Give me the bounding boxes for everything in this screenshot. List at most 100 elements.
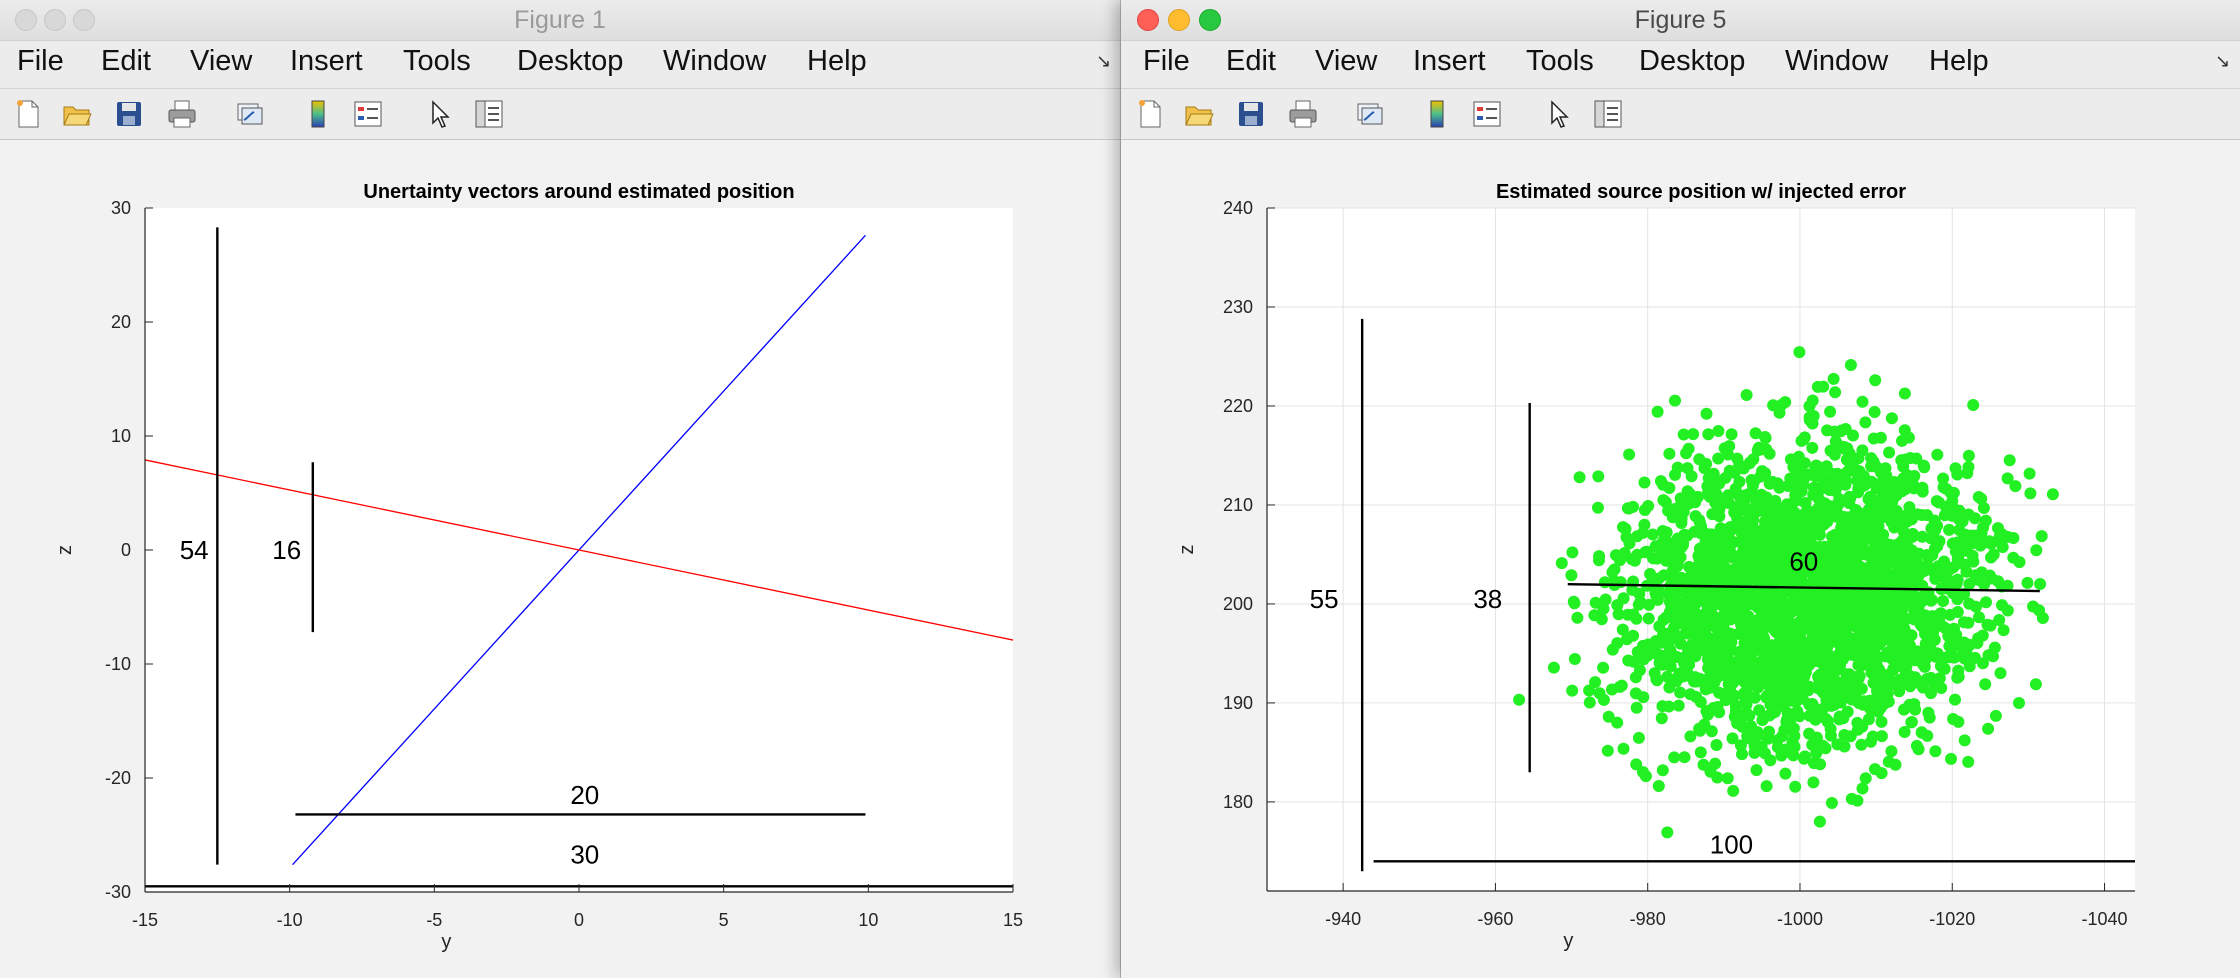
dimension-label-16: 16 — [272, 535, 301, 565]
scatter-point — [1731, 568, 1744, 581]
property-inspector-icon[interactable] — [1592, 98, 1624, 130]
link-plot-icon[interactable] — [1353, 98, 1385, 130]
scatter-point — [1822, 664, 1835, 677]
scatter-point — [1670, 675, 1683, 688]
scatter-point — [1896, 434, 1908, 447]
scatter-point — [1854, 517, 1867, 530]
menu-desktop[interactable]: Desktop — [1639, 45, 1746, 77]
save-icon[interactable] — [1235, 98, 1267, 130]
scatter-point — [1757, 562, 1770, 575]
edit-plot-arrow-icon[interactable] — [424, 98, 456, 130]
scatter-point — [1654, 475, 1667, 488]
title-bar[interactable]: Figure 1 — [0, 0, 1120, 41]
dock-arrow-icon[interactable]: ↘ — [2215, 51, 2231, 71]
menu-help[interactable]: Help — [1929, 45, 1989, 77]
dimension-label-38: 38 — [1473, 584, 1502, 614]
scatter-point — [1700, 621, 1712, 634]
scatter-point — [1656, 764, 1669, 777]
menu-help[interactable]: Help — [807, 45, 867, 77]
minimize-window-button[interactable] — [44, 9, 66, 31]
property-inspector-icon[interactable] — [473, 98, 505, 130]
scatter-point — [1703, 490, 1716, 503]
link-plot-icon[interactable] — [233, 98, 265, 130]
edit-plot-arrow-icon[interactable] — [1543, 98, 1575, 130]
menu-file[interactable]: File — [17, 45, 64, 77]
zoom-window-button[interactable] — [73, 9, 95, 31]
scatter-point — [1714, 581, 1727, 594]
menu-tools[interactable]: Tools — [1526, 45, 1594, 77]
scatter-point — [1793, 346, 1806, 359]
scatter-point — [1981, 618, 1994, 631]
scatter-point — [1676, 539, 1689, 552]
scatter-point — [1823, 564, 1836, 577]
menu-tools[interactable]: Tools — [403, 45, 471, 77]
scatter-point — [1749, 427, 1762, 440]
menu-file[interactable]: File — [1143, 45, 1190, 77]
menu-insert[interactable]: Insert — [290, 45, 363, 77]
dock-arrow-icon[interactable]: ↘ — [1096, 51, 1112, 71]
title-bar[interactable]: Figure 5 — [1121, 0, 2240, 41]
uncertainty-vectors-chart[interactable]: 54 16 20 30 -15 -10 -5 0 5 10 15 30 20 10 0 -10 -20 -30 Un… — [0, 140, 1121, 978]
menu-insert[interactable]: Insert — [1413, 45, 1486, 77]
scatter-point — [1870, 584, 1883, 596]
scatter-point — [1924, 532, 1937, 545]
save-icon[interactable] — [113, 98, 145, 130]
scatter-point — [1721, 772, 1734, 785]
scatter-point — [1853, 697, 1866, 710]
close-window-button[interactable] — [1137, 9, 1159, 31]
scatter-point — [1734, 504, 1747, 516]
scatter-point — [1727, 784, 1740, 797]
zoom-window-button[interactable] — [1199, 9, 1221, 31]
menu-view[interactable]: View — [1315, 45, 1378, 77]
menu-edit[interactable]: Edit — [101, 45, 151, 77]
scatter-point — [1852, 672, 1865, 685]
new-figure-icon[interactable] — [1134, 98, 1166, 130]
print-icon[interactable] — [166, 98, 198, 130]
menu-window[interactable]: Window — [1785, 45, 1889, 77]
dimension-label-55: 55 — [1310, 584, 1339, 614]
close-window-button[interactable] — [15, 9, 37, 31]
estimated-source-scatter-chart[interactable]: 55 38 60 100 -940 -960 -980 -1000 -1020 -1040 240 2… — [1121, 140, 2240, 978]
scatter-point — [1802, 684, 1815, 697]
scatter-point — [1865, 630, 1878, 643]
scatter-point — [1876, 511, 1889, 524]
insert-colorbar-icon[interactable] — [302, 98, 334, 130]
scatter-point — [1773, 574, 1786, 587]
scatter-point — [1827, 584, 1840, 597]
scatter-point — [1937, 595, 1950, 607]
scatter-point — [1672, 699, 1685, 712]
menu-edit[interactable]: Edit — [1226, 45, 1276, 77]
insert-legend-icon[interactable] — [1471, 98, 1503, 130]
menu-desktop[interactable]: Desktop — [517, 45, 624, 77]
scatter-point — [1745, 537, 1758, 550]
menu-window[interactable]: Window — [663, 45, 767, 77]
print-icon[interactable] — [1287, 98, 1319, 130]
scatter-point — [1684, 730, 1697, 743]
scatter-point — [1827, 372, 1840, 385]
scatter-point — [1875, 767, 1888, 780]
scatter-point — [1637, 691, 1650, 704]
minimize-window-button[interactable] — [1168, 9, 1190, 31]
insert-legend-icon[interactable] — [352, 98, 384, 130]
scatter-point — [1703, 575, 1716, 587]
open-file-icon[interactable] — [1183, 98, 1215, 130]
scatter-point — [1958, 734, 1971, 747]
scatter-point — [1772, 663, 1785, 676]
scatter-point — [1767, 399, 1780, 412]
scatter-point — [1923, 711, 1936, 724]
figure-canvas: 54 16 20 30 -15 -10 -5 0 5 10 15 30 20 10 0 -10 -20 -30 Un… — [0, 140, 1120, 978]
new-figure-icon[interactable] — [12, 98, 44, 130]
open-file-icon[interactable] — [61, 98, 93, 130]
scatter-point — [1829, 435, 1842, 448]
scatter-point — [1642, 612, 1655, 625]
scatter-point — [1789, 780, 1802, 793]
scatter-point — [1863, 561, 1876, 573]
scatter-point — [1747, 453, 1760, 466]
insert-colorbar-icon[interactable] — [1421, 98, 1453, 130]
menu-view[interactable]: View — [190, 45, 253, 77]
scatter-point — [1793, 710, 1806, 723]
scatter-point — [1857, 536, 1870, 548]
y-tick-label: -30 — [105, 882, 131, 902]
scatter-point — [1694, 574, 1707, 587]
scatter-point — [1962, 449, 1975, 462]
